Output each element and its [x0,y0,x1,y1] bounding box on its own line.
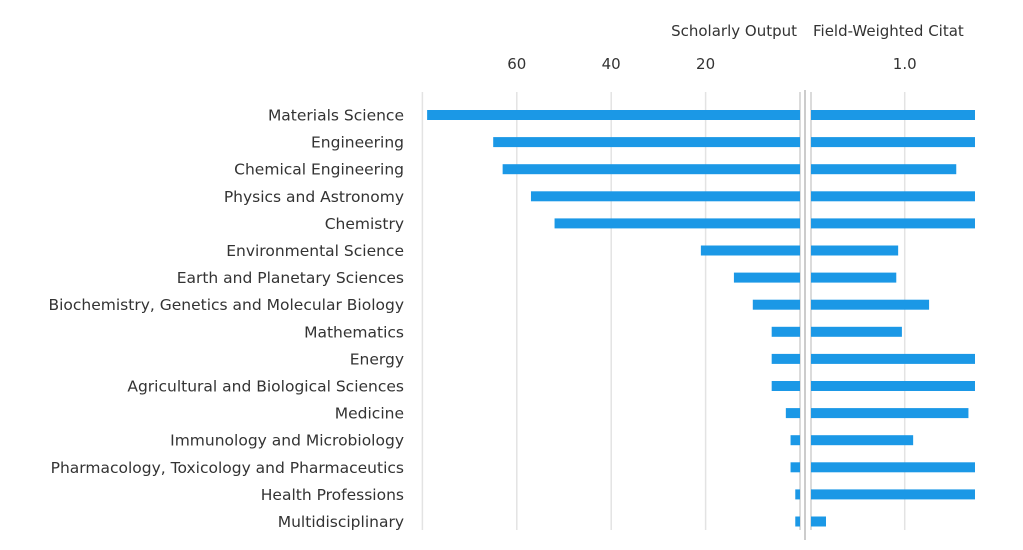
category-label: Immunology and Microbiology [170,432,404,450]
category-label: Materials Science [268,107,404,125]
tick-label: 1.0 [893,55,917,73]
scholarly-output-bar [771,381,800,391]
scholarly-output-bar [790,435,800,446]
scholarly-output-bar [771,353,800,364]
category-label: Pharmacology, Toxicology and Pharmaceuti… [51,459,404,477]
fwci-bar [811,326,902,337]
category-label: Engineering [311,134,404,152]
scholarly-output-bar [493,137,800,148]
fwci-bar [811,218,975,229]
fwci-title: Field-Weighted Citat [813,22,964,40]
scholarly-output-panel: Scholarly Output 60 40 20 [421,22,801,530]
scholarly-output-bar [427,110,800,120]
category-label: Health Professions [261,486,404,504]
scholarly-output-gridlines [421,92,801,530]
fwci-ticks: 1.0 [893,55,917,73]
fwci-bar [811,516,826,527]
tick-label: 40 [602,55,621,73]
fwci-bar [811,245,899,256]
category-label: Mathematics [304,323,404,341]
fwci-bar [811,353,975,364]
fwci-bar [811,110,975,120]
fwci-panel: Field-Weighted Citat 1.0 [810,22,975,530]
scholarly-output-bar [790,462,800,473]
category-label: Biochemistry, Genetics and Molecular Bio… [48,296,404,314]
fwci-bar [811,164,957,175]
fwci-bars [811,110,975,527]
category-label: Environmental Science [226,242,404,260]
scholarly-output-bar [752,299,800,310]
fwci-bar [811,299,930,310]
scholarly-output-bar [771,326,800,337]
scholarly-output-bar [795,516,800,527]
category-label: Agricultural and Biological Sciences [127,378,404,396]
scholarly-output-bar [554,218,800,229]
category-label: Earth and Planetary Sciences [177,269,404,287]
category-labels: Materials Science Engineering Chemical Eng… [48,107,404,532]
fwci-bar [811,191,975,202]
tick-label: 60 [507,55,526,73]
scholarly-output-ticks: 60 40 20 [507,55,715,73]
category-label: Physics and Astronomy [224,188,404,206]
category-label: Energy [350,350,404,368]
scholarly-output-bar [733,272,800,283]
fwci-bar [811,408,969,419]
scholarly-output-title: Scholarly Output [671,22,797,40]
fwci-bar [811,435,914,446]
fwci-bar [811,462,975,473]
fwci-bar [811,489,975,500]
tick-label: 20 [696,55,715,73]
fwci-bar [811,272,897,283]
scholarly-output-bar [530,191,800,202]
scholarly-output-bar [785,408,800,419]
scholarly-output-bar [502,164,800,175]
fwci-bar [811,381,975,391]
scholarly-output-bars [427,110,800,527]
scholarly-output-bar [700,245,800,256]
category-label: Chemical Engineering [234,161,404,179]
fwci-bar [811,137,975,148]
category-label: Multidisciplinary [278,513,404,531]
category-label: Medicine [335,405,404,423]
category-label: Chemistry [325,215,404,233]
scholarly-output-bar [795,489,800,500]
